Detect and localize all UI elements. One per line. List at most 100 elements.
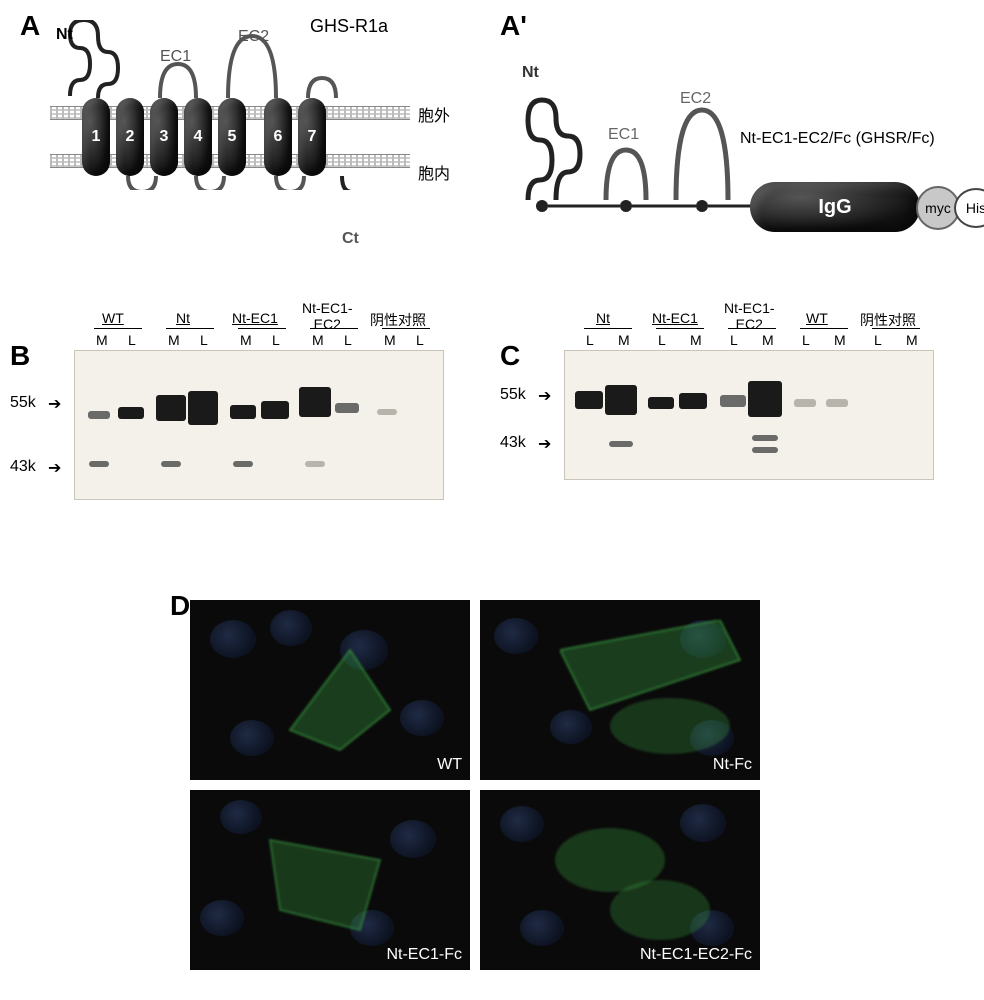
panel-d: WT Nt-Fc Nt-EC1-Fc — [190, 600, 810, 980]
b-mw-55: 55k — [10, 394, 36, 412]
blot-band — [118, 407, 144, 419]
b-lane-5: L — [272, 332, 280, 348]
ap-ec2-label: EC2 — [680, 90, 711, 108]
tm6: 6 — [264, 98, 292, 176]
b-lane-6: M — [312, 332, 324, 348]
b-lane-1: L — [128, 332, 136, 348]
b-group-1: Nt — [176, 310, 190, 326]
blot-band — [748, 381, 782, 417]
blot-band — [826, 399, 848, 407]
blot-band — [261, 401, 289, 419]
c-lane-3: M — [690, 332, 702, 348]
c-group-3: WT — [806, 310, 828, 326]
blot-band — [648, 397, 674, 409]
ec1-label: EC1 — [160, 48, 191, 66]
tm5: 5 — [218, 98, 246, 176]
ct-label: Ct — [342, 230, 359, 248]
c-lane-6: L — [802, 332, 810, 348]
construct-label: Nt-EC1-EC2/Fc (GHSR/Fc) — [740, 130, 935, 148]
panel-ap-label: A' — [500, 10, 527, 42]
c-underline-1 — [656, 328, 704, 329]
b-underline-3 — [310, 328, 358, 329]
blot-c — [564, 350, 934, 480]
blot-band — [575, 391, 603, 409]
nt-label: Nt — [56, 26, 73, 44]
micro-caption-2: Nt-EC1-Fc — [386, 946, 462, 964]
blot-band — [188, 391, 218, 425]
panel-d-label: D — [170, 590, 190, 622]
blot-band — [609, 441, 633, 447]
panel-b-label: B — [10, 340, 30, 372]
c-lane-5: M — [762, 332, 774, 348]
blot-band — [377, 409, 397, 415]
blot-band — [752, 435, 778, 441]
blot-band — [89, 461, 109, 467]
micrograph-nt: Nt-Fc — [480, 600, 760, 780]
b-lane-8: M — [384, 332, 396, 348]
b-group-2: Nt-EC1 — [232, 310, 278, 326]
micrograph-nt-ec1-ec2: Nt-EC1-EC2-Fc — [480, 790, 760, 970]
b-group-0: WT — [102, 310, 124, 326]
b-underline-4 — [382, 328, 430, 329]
c-underline-4 — [872, 328, 920, 329]
b-group-4: 阴性对照 — [370, 310, 426, 330]
arrow-icon: ➔ — [48, 394, 61, 414]
b-lane-2: M — [168, 332, 180, 348]
b-lane-0: M — [96, 332, 108, 348]
c-group-4: 阴性对照 — [860, 310, 916, 330]
blot-band — [161, 461, 181, 467]
b-lane-9: L — [416, 332, 424, 348]
blot-band — [88, 411, 110, 419]
intracellular-label: 胞内 — [418, 160, 450, 184]
his-tag: His — [954, 188, 984, 228]
c-group-1: Nt-EC1 — [652, 310, 698, 326]
blot-band — [230, 405, 256, 419]
blot-b — [74, 350, 444, 500]
b-underline-0 — [94, 328, 142, 329]
igg-pill: IgG — [750, 182, 920, 232]
c-lane-7: M — [834, 332, 846, 348]
b-lane-4: M — [240, 332, 252, 348]
blot-band — [720, 395, 746, 407]
c-lane-8: L — [874, 332, 882, 348]
panel-a-prime: A' Nt EC1 EC2 Nt-EC1-EC2/Fc (GHSR/Fc) Ig… — [500, 10, 970, 270]
panel-b: B WT Nt Nt-EC1 Nt-EC1- EC2 阴性对照 M L M L … — [10, 300, 490, 560]
panel-c-label: C — [500, 340, 520, 372]
extracellular-label: 胞外 — [418, 102, 450, 126]
micro-caption-1: Nt-Fc — [713, 756, 752, 774]
panel-a-label: A — [20, 10, 40, 42]
ap-ec1-label: EC1 — [608, 126, 639, 144]
b-lane-3: L — [200, 332, 208, 348]
c-lane-4: L — [730, 332, 738, 348]
b-lane-7: L — [344, 332, 352, 348]
tm2: 2 — [116, 98, 144, 176]
blot-band — [305, 461, 325, 467]
blot-band — [156, 395, 186, 421]
micro-caption-3: Nt-EC1-EC2-Fc — [640, 946, 752, 964]
b-underline-1 — [166, 328, 214, 329]
blot-band — [605, 385, 637, 415]
c-mw-43: 43k — [500, 434, 526, 452]
ec2-label: EC2 — [238, 28, 269, 46]
ap-nt-label: Nt — [522, 64, 539, 82]
blot-band — [233, 461, 253, 467]
panel-a: A GHS-R1a Nt EC1 EC2 胞外 胞内 Ct 1 2 3 4 5 … — [20, 10, 480, 270]
c-underline-3 — [800, 328, 848, 329]
b-mw-43: 43k — [10, 458, 36, 476]
tm7: 7 — [298, 98, 326, 176]
c-lane-0: L — [586, 332, 594, 348]
c-lane-2: L — [658, 332, 666, 348]
c-lane-1: M — [618, 332, 630, 348]
tm4: 4 — [184, 98, 212, 176]
c-lane-9: M — [906, 332, 918, 348]
c-mw-55: 55k — [500, 386, 526, 404]
tm3: 3 — [150, 98, 178, 176]
micrograph-wt: WT — [190, 600, 470, 780]
construct-loops-svg — [510, 50, 770, 230]
arrow-icon: ➔ — [48, 458, 61, 478]
blot-band — [794, 399, 816, 407]
blot-band — [679, 393, 707, 409]
c-group-0: Nt — [596, 310, 610, 326]
b-underline-2 — [238, 328, 286, 329]
blot-band — [752, 447, 778, 453]
